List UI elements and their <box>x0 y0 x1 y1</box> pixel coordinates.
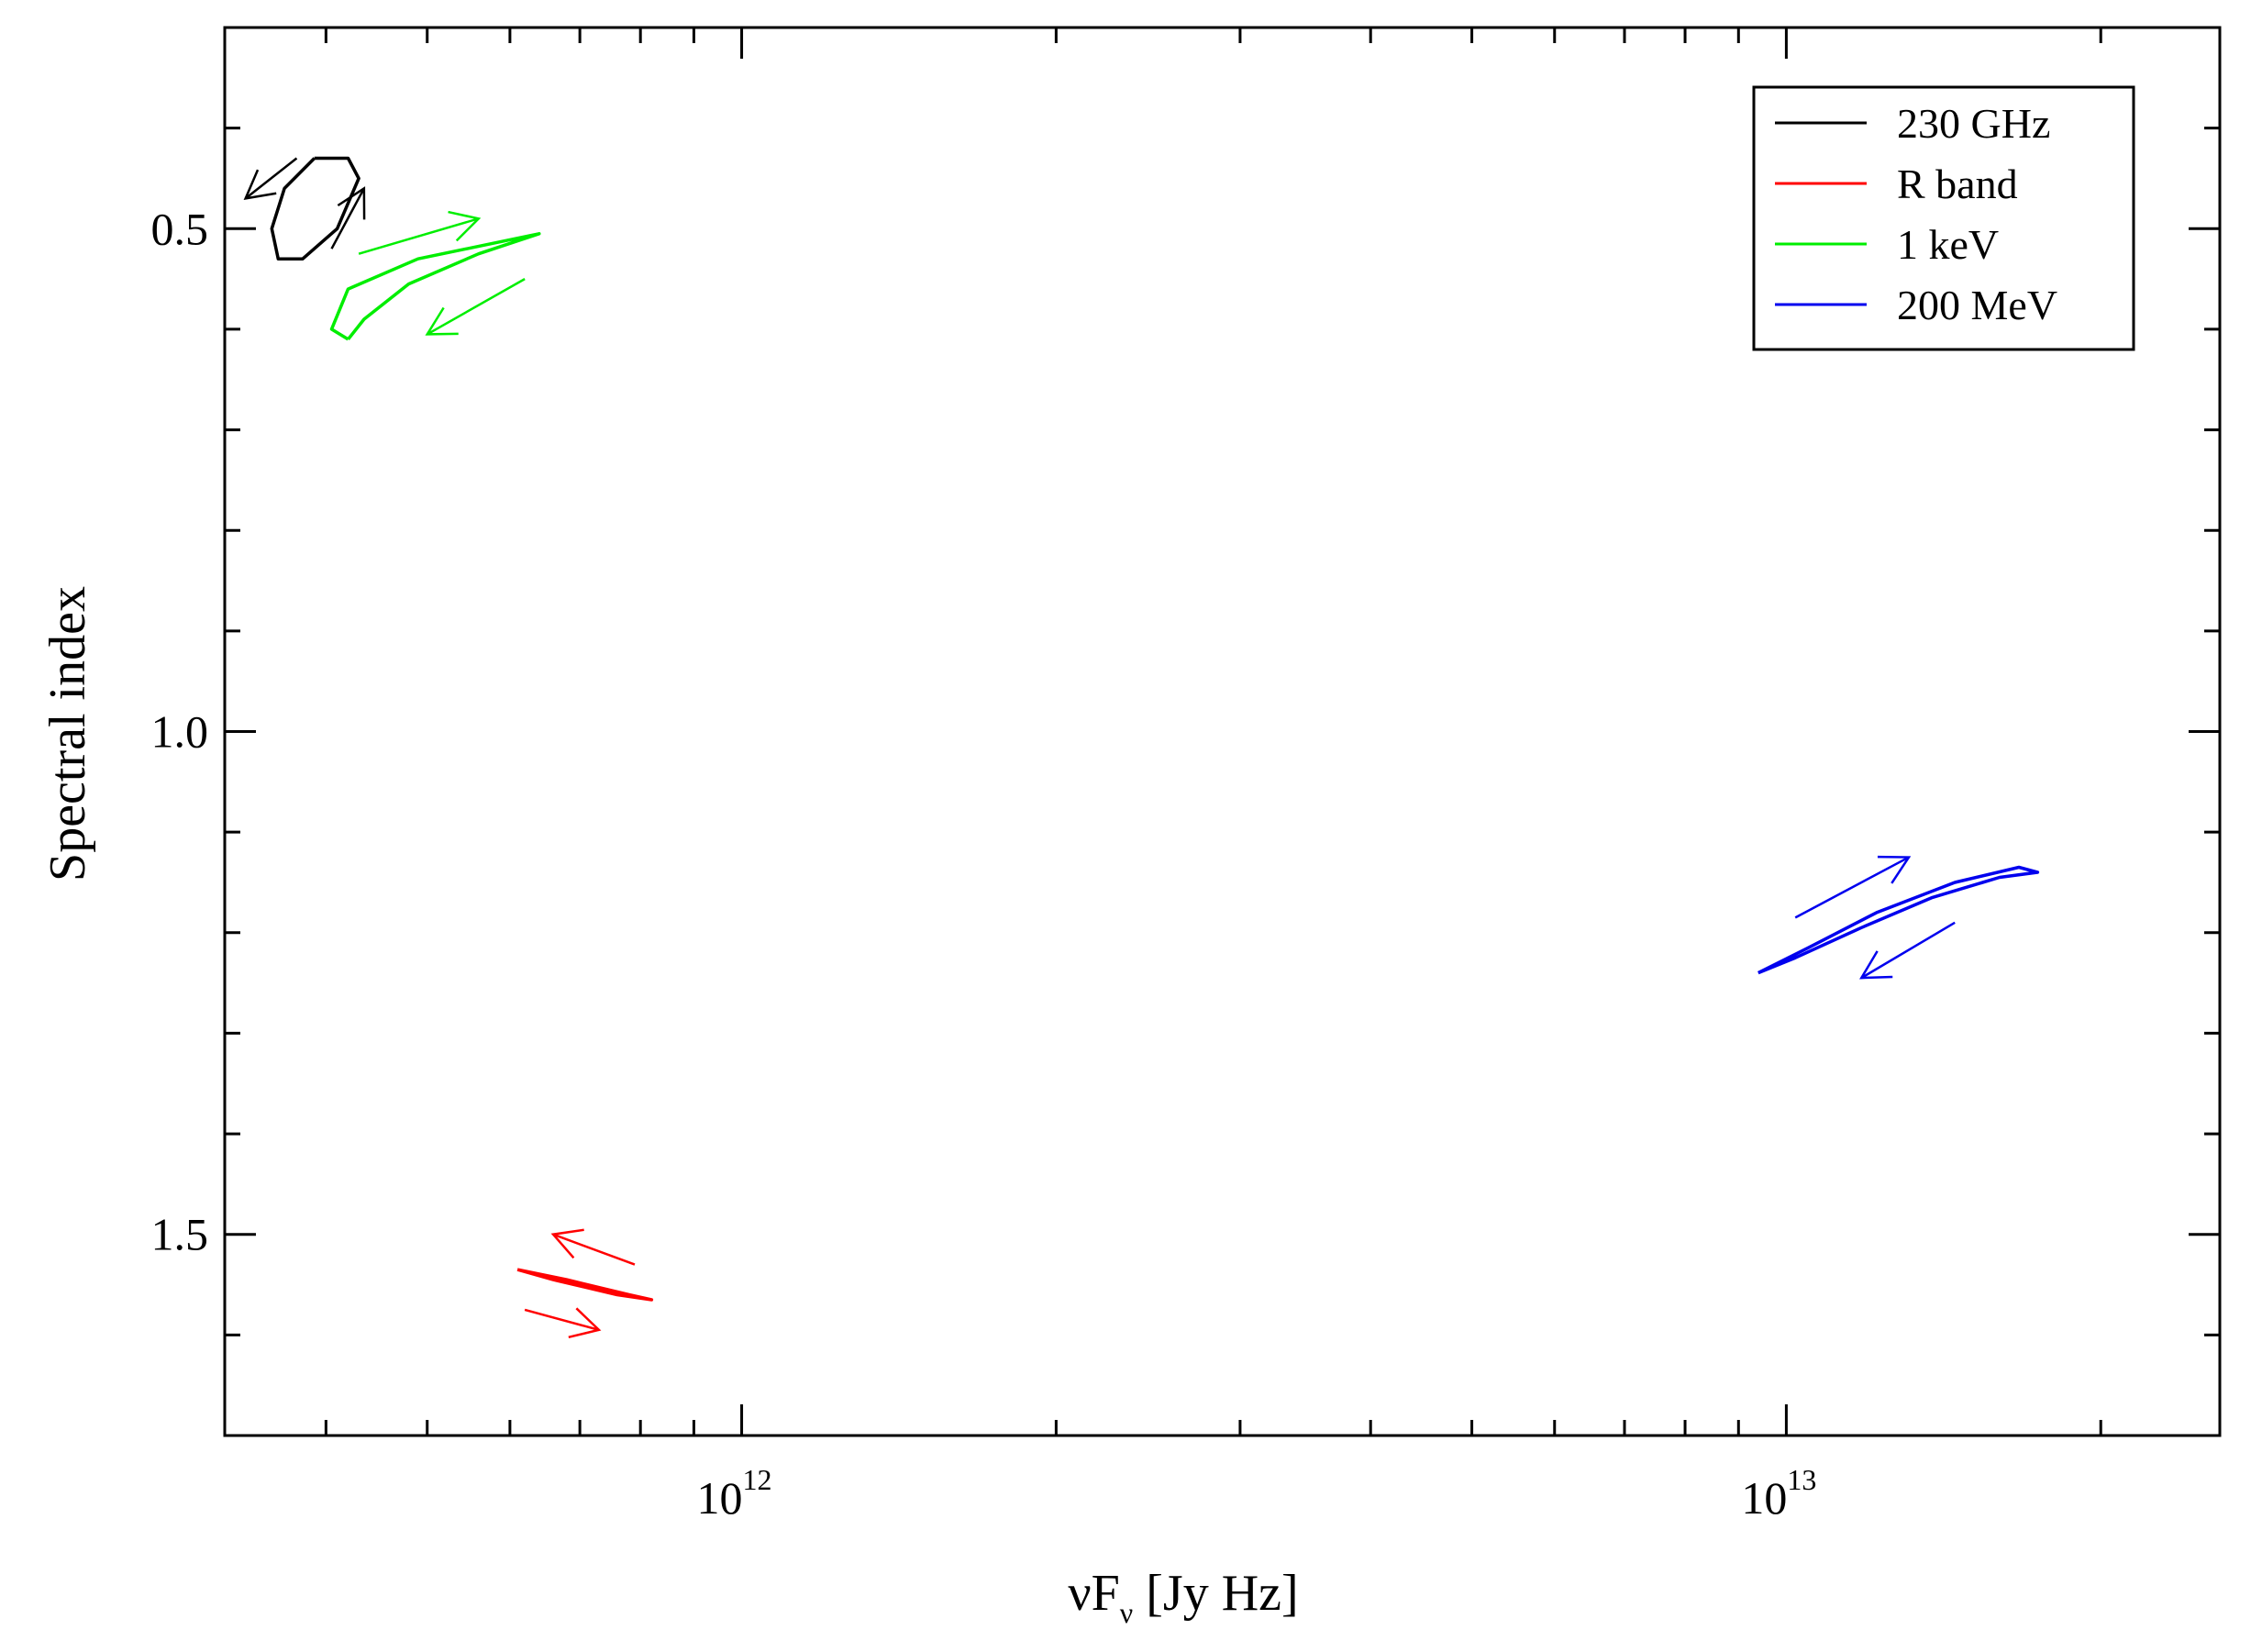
arrow-shaft <box>330 187 365 249</box>
series-3 <box>1757 855 2040 980</box>
series-arrow <box>1794 855 1912 919</box>
arrow-shaft <box>524 1308 600 1332</box>
x-tick-label: 1012 <box>697 1463 772 1524</box>
series-2 <box>329 210 541 341</box>
x-tick-label-base: 10 <box>697 1472 743 1524</box>
legend-label: R band <box>1897 161 2018 207</box>
series-0 <box>243 156 366 261</box>
arrow-head <box>425 306 459 336</box>
x-axis-title-main: νF <box>1068 1565 1119 1622</box>
x-tick-label: 1013 <box>1741 1463 1816 1524</box>
arrow-head <box>337 186 366 220</box>
series-line <box>329 232 541 341</box>
series-arrow <box>425 278 526 336</box>
arrow-shaft <box>1794 856 1910 919</box>
arrow-shaft <box>244 157 298 200</box>
series-line <box>1757 865 2040 975</box>
y-tick-label: 1.5 <box>151 1209 209 1260</box>
x-axis-title: νFν [Jy Hz] <box>1068 1565 1298 1629</box>
y-tick-label: 0.5 <box>151 203 209 254</box>
x-tick-label-base: 10 <box>1741 1472 1787 1524</box>
legend: 230 GHz R band 1 keV 200 MeV <box>1752 85 2135 351</box>
legend-label: 230 GHz <box>1897 100 2050 147</box>
series-arrow <box>358 210 482 255</box>
series-arrow <box>1859 921 1956 980</box>
arrow-head <box>448 210 482 242</box>
series-arrow <box>330 186 366 249</box>
y-tick-label: 1.0 <box>151 706 209 758</box>
arrow-head <box>1877 855 1912 884</box>
arrow-head <box>568 1307 602 1339</box>
y-axis-title: Spectral index <box>39 586 96 881</box>
legend-label: 1 keV <box>1897 221 1999 268</box>
series-line <box>516 1268 654 1302</box>
arrow-shaft <box>427 278 526 336</box>
x-axis-title-unit: [Jy Hz] <box>1133 1565 1298 1622</box>
y-axis: 0.5 1.0 1.5 <box>151 127 2220 1336</box>
legend-label: 200 MeV <box>1897 282 2057 328</box>
arrow-shaft <box>358 217 480 255</box>
series-arrow <box>550 1228 636 1266</box>
series-arrow <box>243 157 298 201</box>
x-axis-title-subscript: ν <box>1120 1596 1133 1629</box>
arrow-head <box>1859 950 1893 980</box>
arrow-shaft <box>552 1233 636 1266</box>
series-1 <box>516 1228 654 1339</box>
x-tick-label-exponent: 12 <box>743 1463 772 1496</box>
series-layer <box>243 156 2040 1339</box>
arrow-head <box>550 1228 584 1259</box>
series-arrow <box>524 1307 602 1339</box>
arrow-head <box>243 169 277 201</box>
arrow-shaft <box>1860 921 1956 980</box>
x-axis: 1012 1013 <box>324 28 2102 1524</box>
series-line <box>270 156 360 261</box>
x-tick-label-exponent: 13 <box>1787 1463 1816 1496</box>
